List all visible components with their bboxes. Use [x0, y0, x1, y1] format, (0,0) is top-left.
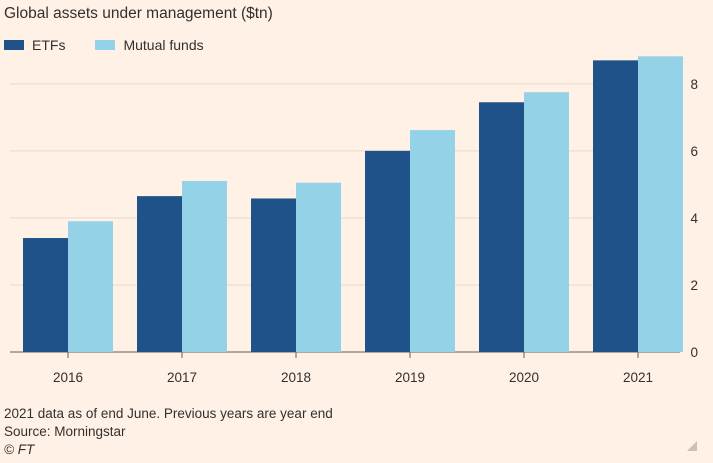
bar-etfs-2021: [593, 60, 638, 353]
bar-mutual-funds-2018: [296, 182, 341, 352]
legend-swatch-mutual-funds: [95, 40, 116, 50]
bar-etfs-2018: [251, 198, 296, 352]
legend-swatch-etfs: [4, 40, 24, 50]
bar-etfs-2019: [365, 150, 410, 352]
bar-mutual-funds-2016: [68, 221, 113, 352]
bar-mutual-funds-2019: [410, 130, 455, 352]
chart-footnote: 2021 data as of end June. Previous years…: [4, 406, 333, 421]
x-tick-label: 2021: [623, 370, 653, 385]
chart-legend: ETFs Mutual funds: [4, 37, 234, 53]
legend-label-etfs: ETFs: [32, 37, 66, 53]
y-tick-label: 0: [690, 345, 698, 360]
x-tick-label: 2019: [395, 370, 425, 385]
x-tick-label: 2016: [53, 370, 83, 385]
legend-item-etfs: ETFs: [4, 37, 65, 53]
bar-etfs-2020: [479, 102, 524, 353]
x-tick-label: 2017: [167, 370, 197, 385]
y-tick-label: 4: [690, 211, 698, 226]
ft-credit: © FT: [4, 442, 35, 457]
chart-source: Source: Morningstar: [4, 424, 126, 439]
legend-item-mutual-funds: Mutual funds: [95, 37, 204, 53]
chart-title: Global assets under management ($tn): [4, 5, 273, 22]
resize-corner-icon: [687, 441, 697, 451]
y-tick-label: 2: [690, 278, 698, 293]
bar-mutual-funds-2017: [182, 181, 227, 352]
y-tick-label: 6: [690, 144, 698, 159]
bar-mutual-funds-2020: [524, 92, 569, 353]
y-tick-label: 8: [690, 77, 698, 92]
bar-mutual-funds-2021: [638, 56, 683, 353]
bar-etfs-2016: [23, 238, 68, 352]
x-tick-label: 2018: [281, 370, 311, 385]
x-tick-label: 2020: [509, 370, 539, 385]
bar-etfs-2017: [137, 196, 182, 352]
legend-label-mutual-funds: Mutual funds: [123, 37, 204, 53]
